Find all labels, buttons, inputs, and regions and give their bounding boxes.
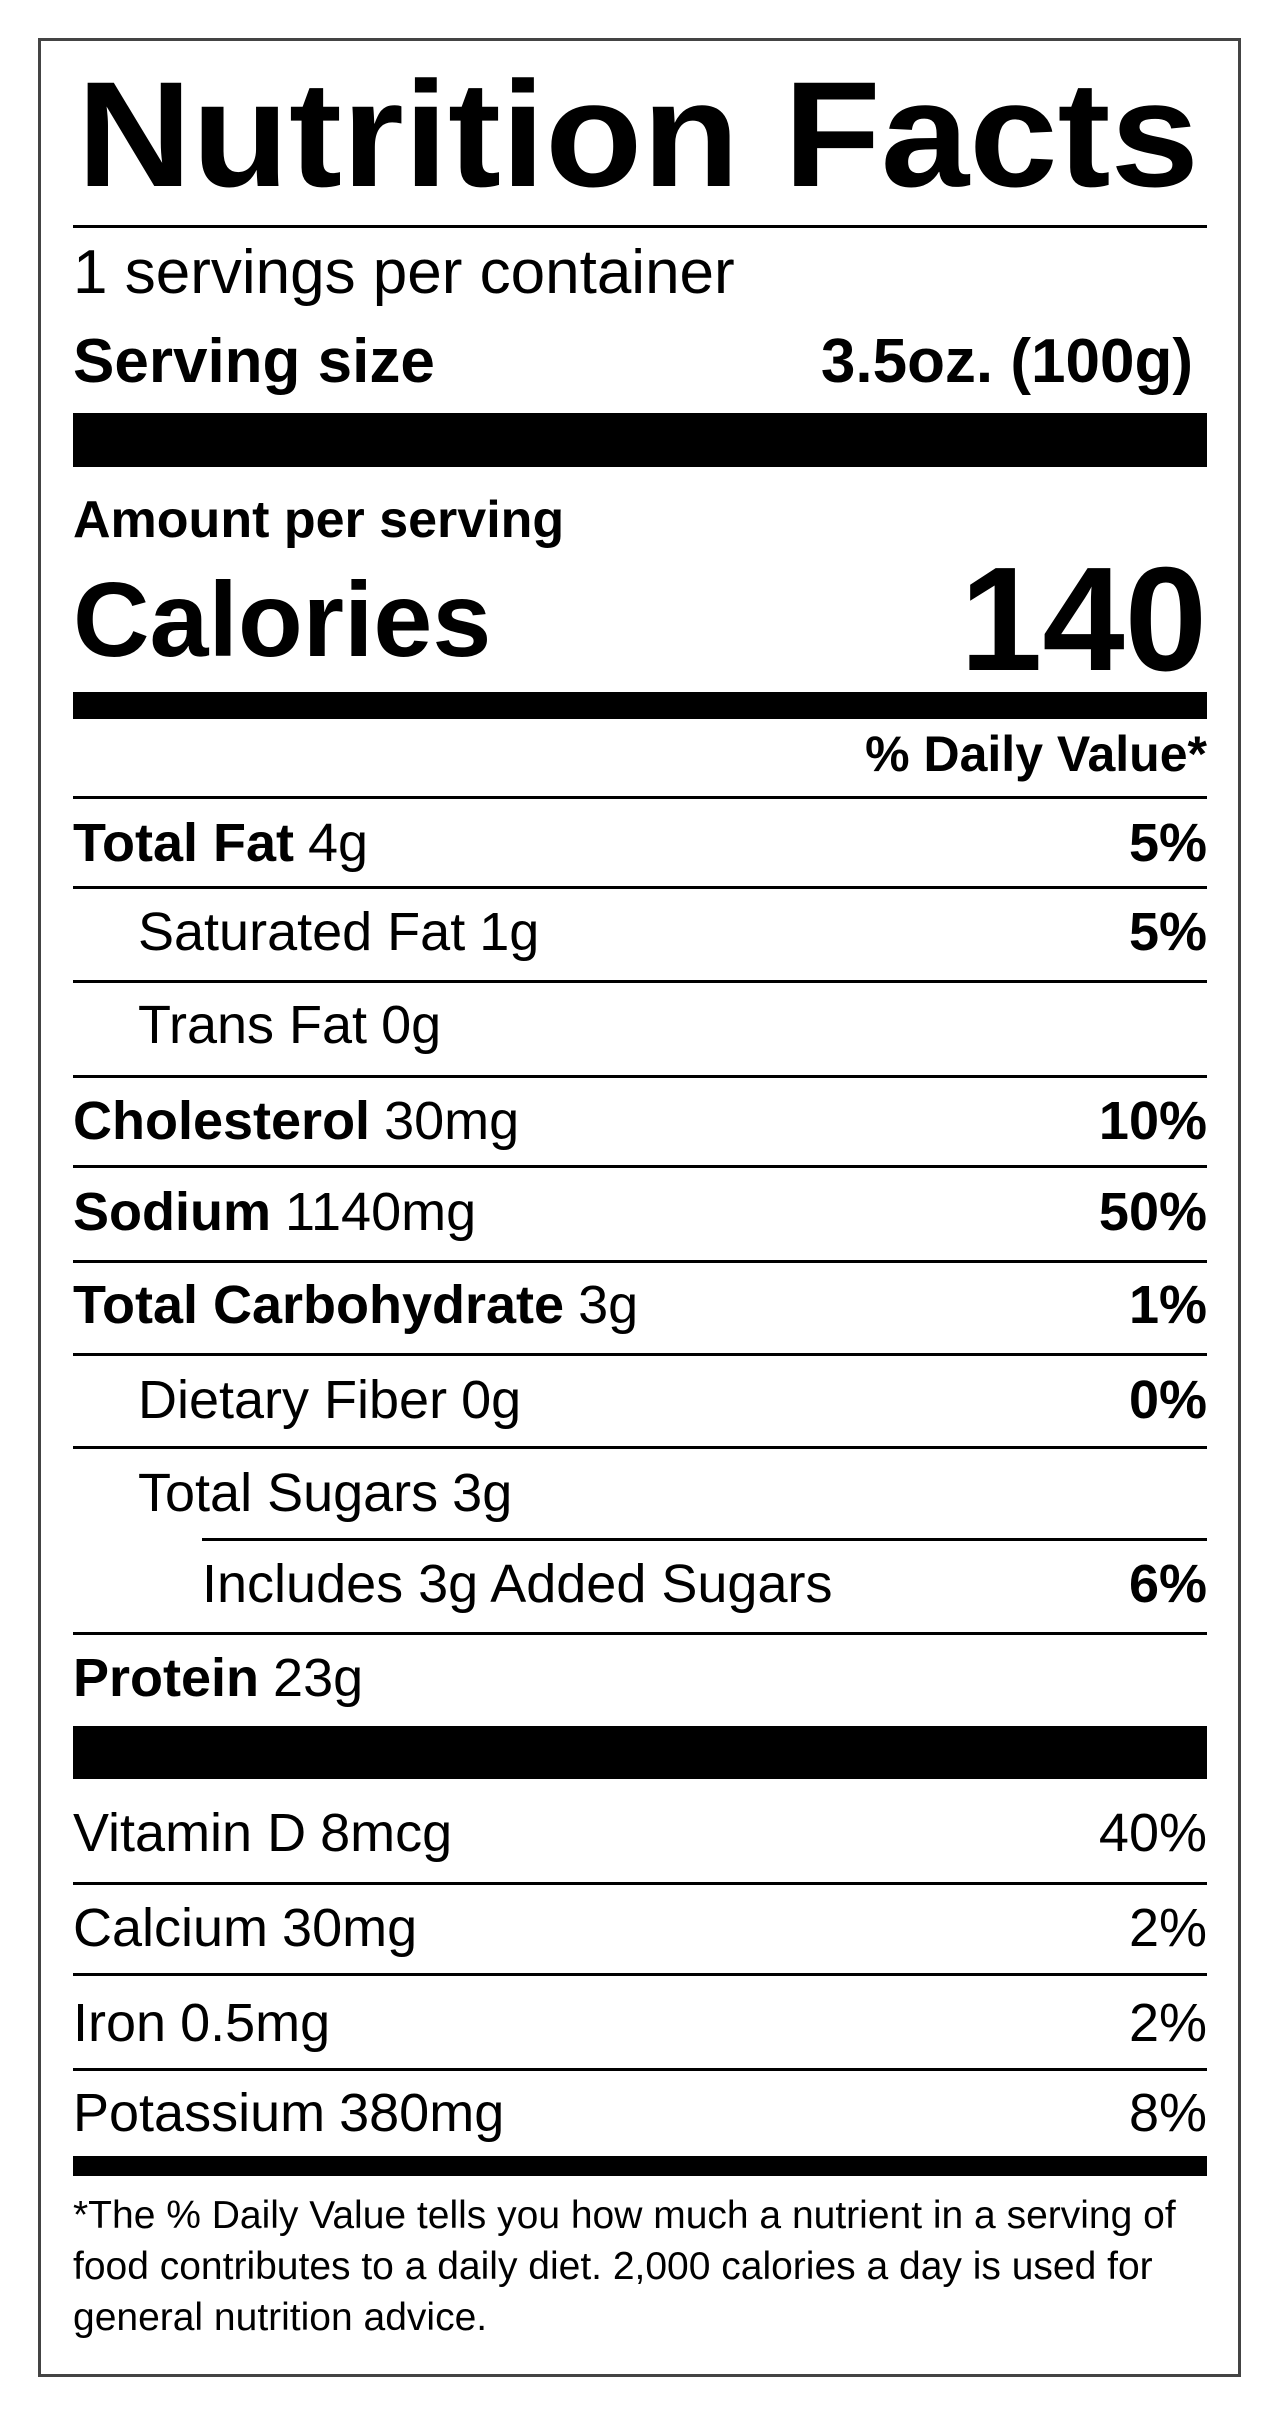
nutrient-row: Sodium 1140mg 50% [73, 1180, 1207, 1244]
vitamin-amount: 8mcg [320, 1803, 453, 1863]
vitamin-amount: 380mg [339, 2083, 505, 2143]
vitamin-dv: 2% [1128, 1898, 1207, 1958]
nutrient-name: Cholesterol [73, 1091, 371, 1151]
nutrient-row: Total Carbohydrate 3g 1% [73, 1273, 1207, 1337]
nutrient-row: Dietary Fiber 0g 0% [73, 1368, 1207, 1432]
nutrient-name: Trans Fat [138, 995, 368, 1055]
vitamin-name: Calcium [73, 1898, 269, 1958]
rule [73, 1075, 1207, 1078]
rule [73, 1165, 1207, 1168]
nutrient-amount: 0g [461, 1370, 522, 1430]
rule [73, 1260, 1207, 1263]
calories-value: 140 [960, 537, 1207, 702]
rule [73, 1353, 1207, 1356]
vitamin-dv: 40% [1098, 1803, 1207, 1863]
nutrient-dv: 5% [1128, 813, 1207, 873]
vitamin-row: Calcium 30mg 2% [73, 1896, 1207, 1960]
vitamin-dv: 8% [1128, 2083, 1207, 2143]
vitamin-name: Potassium [73, 2083, 326, 2143]
nutrient-row: Saturated Fat 1g 5% [73, 900, 1207, 964]
nutrient-dv: 0% [1128, 1370, 1207, 1430]
nutrient-amount: 1g [479, 902, 540, 962]
vitamin-amount: 0.5mg [180, 1993, 331, 2053]
amount-label: Amount per serving [73, 491, 565, 549]
nutrient-row: Protein 23g [73, 1646, 1207, 1710]
label-border [38, 38, 1241, 2377]
nutrient-amount: 3g [578, 1275, 639, 1335]
nutrient-dv: 10% [1098, 1091, 1207, 1151]
rule [73, 1882, 1207, 1885]
nutrient-amount: 30mg [384, 1091, 520, 1151]
nutrient-amount: 0g [381, 995, 442, 1055]
vitamin-dv: 2% [1128, 1993, 1207, 2053]
serving-size-row: Serving size 3.5oz. (100g) [73, 327, 1207, 396]
thick-bar [73, 1726, 1207, 1779]
vitamin-amount: 30mg [282, 1898, 418, 1958]
nutrient-row: Trans Fat 0g [73, 993, 1207, 1057]
rule [73, 796, 1207, 799]
servings-row: 1 servings per container [73, 238, 1207, 307]
dv-header: % Daily Value* [865, 726, 1207, 782]
servings: 1 servings per container [73, 237, 735, 307]
rule [73, 1632, 1207, 1635]
footnote: *The % Daily Value tells you how much a … [73, 2194, 1176, 2339]
rule [73, 980, 1207, 983]
calories-label: Calories [73, 560, 492, 679]
vitamin-name: Vitamin D [73, 1803, 307, 1863]
vitamin-row: Iron 0.5mg 2% [73, 1991, 1207, 2055]
dv-header-row: % Daily Value* [73, 722, 1207, 786]
vitamin-row: Potassium 380mg 8% [73, 2081, 1207, 2145]
serving-size-value: 3.5oz. (100g) [820, 326, 1193, 396]
serving-size-label: Serving size [73, 326, 435, 396]
title-svg: Nutrition Facts [77, 58, 1199, 208]
rule [73, 886, 1207, 889]
rule [73, 1973, 1207, 1976]
calories-row: Calories 140 [73, 537, 1207, 702]
nutrient-amount: 1140mg [285, 1182, 477, 1242]
nutrient-row: Total Fat 4g 5% [73, 811, 1207, 875]
nutrient-amount: 3g [452, 1463, 513, 1523]
nutrient-name: Total Sugars [138, 1463, 439, 1523]
rule [73, 225, 1207, 228]
nutrient-name: Total Fat [73, 813, 294, 873]
nutrient-name: Protein [73, 1648, 260, 1708]
nutrient-row: Total Sugars 3g [73, 1461, 1207, 1525]
nutrient-name: Saturated Fat [138, 902, 466, 962]
vitamin-row: Vitamin D 8mcg 40% [73, 1801, 1207, 1865]
title: Nutrition Facts [77, 58, 1199, 208]
nutrient-row: Includes 3g Added Sugars 6% [73, 1552, 1207, 1616]
nutrient-name: Sodium [73, 1182, 271, 1242]
thick-bar [73, 2156, 1207, 2176]
medium-bar [73, 692, 1207, 719]
rule [73, 1446, 1207, 1449]
nutrient-name: Dietary Fiber [138, 1370, 448, 1430]
rule [73, 2068, 1207, 2071]
thick-bar [73, 413, 1207, 467]
nutrient-amount: 4g [307, 813, 369, 873]
nutrient-name: Includes 3g Added Sugars [202, 1554, 833, 1614]
nutrient-dv: 5% [1128, 902, 1207, 962]
amount-row: Amount per serving [73, 488, 1207, 552]
rule [202, 1538, 1207, 1541]
nutrient-dv: 6% [1128, 1554, 1207, 1614]
nutrient-dv: 1% [1128, 1275, 1207, 1335]
nutrient-row: Cholesterol 30mg 10% [73, 1089, 1207, 1153]
nutrient-dv: 50% [1098, 1182, 1207, 1242]
nutrient-name: Total Carbohydrate [73, 1275, 565, 1335]
vitamin-name: Iron [73, 1993, 167, 2053]
nutrient-amount: 23g [273, 1648, 364, 1708]
